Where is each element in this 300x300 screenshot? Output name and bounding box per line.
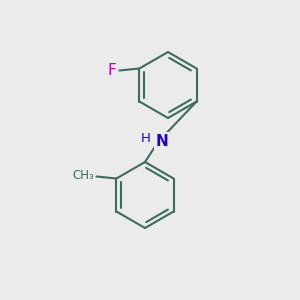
Text: CH₃: CH₃: [73, 169, 94, 182]
Text: F: F: [107, 63, 116, 78]
Text: H: H: [141, 131, 151, 145]
Text: N: N: [156, 134, 168, 148]
